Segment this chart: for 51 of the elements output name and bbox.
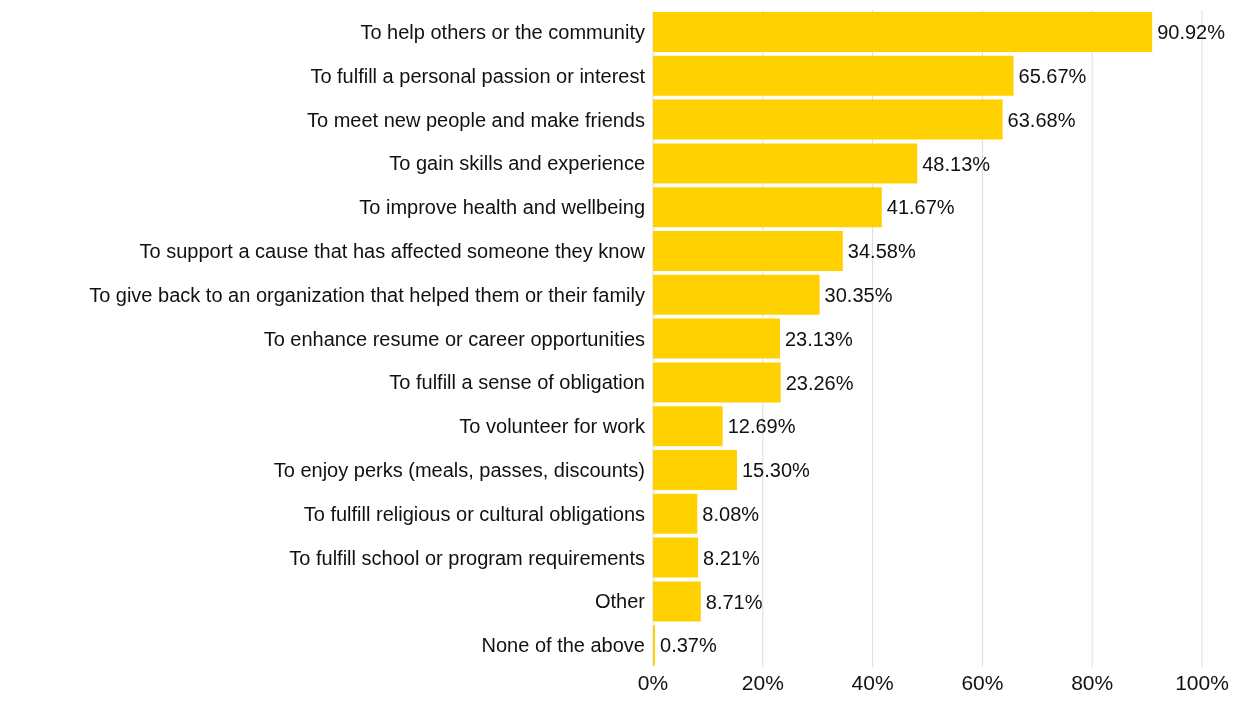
y-tick-label: To improve health and wellbeing bbox=[359, 196, 645, 219]
data-label: 0.37% bbox=[660, 634, 717, 657]
data-label: 65.67% bbox=[1018, 64, 1087, 87]
bar bbox=[653, 99, 1003, 140]
data-label: 30.35% bbox=[824, 283, 893, 306]
data-label: 8.21% bbox=[703, 546, 760, 569]
y-tick-label: Other bbox=[594, 590, 646, 613]
data-label: 12.69% bbox=[727, 415, 796, 438]
data-label: 41.67% bbox=[886, 196, 955, 219]
bar bbox=[653, 12, 1153, 52]
y-tick-label: To give back to an organization that helped them or their family bbox=[89, 283, 645, 306]
bar bbox=[653, 143, 918, 184]
bar bbox=[653, 493, 698, 534]
bar bbox=[653, 581, 701, 622]
bar bbox=[653, 231, 843, 271]
bar bbox=[653, 406, 723, 447]
data-label: 63.68% bbox=[1007, 108, 1076, 131]
data-label: 23.26% bbox=[785, 371, 854, 394]
bar bbox=[653, 318, 780, 359]
x-tick-label: 60% bbox=[961, 670, 1004, 694]
y-tick-label: To fulfill a personal passion or interest bbox=[310, 64, 646, 87]
y-tick-label: To volunteer for work bbox=[459, 415, 646, 438]
y-tick-label: To fulfill religious or cultural obligations bbox=[303, 502, 645, 525]
bar bbox=[653, 625, 656, 666]
data-label: 23.13% bbox=[784, 327, 854, 350]
bar bbox=[653, 362, 781, 403]
data-label: 8.08% bbox=[702, 502, 760, 525]
y-tick-label: To enhance resume or career opportunities bbox=[263, 327, 645, 350]
y-tick-label: To fulfill a sense of obligation bbox=[389, 371, 645, 394]
y-tick-label: To help others or the community bbox=[360, 21, 645, 43]
y-tick-label: None of the above bbox=[481, 634, 645, 657]
y-tick-label: To fulfill school or program requirements bbox=[289, 546, 645, 569]
bar bbox=[653, 187, 882, 228]
y-tick-label: To meet new people and make friends bbox=[307, 108, 645, 131]
data-label: 8.71% bbox=[705, 590, 763, 613]
x-tick-label: 20% bbox=[741, 670, 784, 694]
y-tick-label: To enjoy perks (meals, passes, discounts) bbox=[273, 459, 645, 481]
data-label: 15.30% bbox=[742, 459, 811, 482]
bar bbox=[653, 537, 699, 578]
data-label: 34.58% bbox=[847, 240, 916, 263]
bar bbox=[653, 274, 820, 315]
x-tick-label: 100% bbox=[1175, 670, 1229, 694]
x-tick-label: 0% bbox=[637, 670, 669, 694]
x-tick-label: 80% bbox=[1071, 670, 1114, 694]
y-tick-label: To support a cause that has affected someone they know bbox=[139, 240, 646, 262]
y-tick-label: To gain skills and experience bbox=[389, 152, 645, 175]
data-label: 48.13% bbox=[922, 152, 991, 175]
bar bbox=[653, 450, 737, 490]
data-label: 90.92% bbox=[1157, 21, 1226, 44]
x-tick-label: 40% bbox=[851, 670, 894, 694]
bar bbox=[653, 55, 1014, 96]
